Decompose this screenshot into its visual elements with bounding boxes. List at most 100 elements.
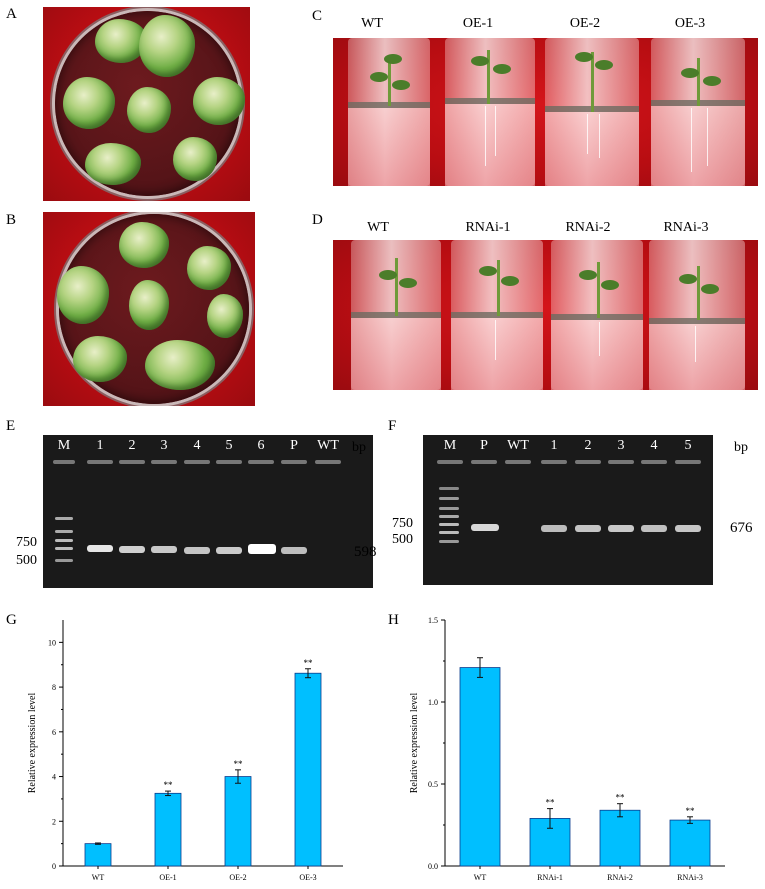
y-tick-label: 8 [52, 683, 56, 692]
gel-lane-label: P [290, 438, 298, 453]
ladder-band [439, 540, 459, 543]
plant-leaf [703, 76, 721, 86]
plant-leaf [379, 270, 397, 280]
gel-band [87, 545, 113, 552]
x-tick-label: OE-1 [159, 873, 176, 882]
marker-500-e: 500 [16, 553, 37, 568]
plant-root [495, 106, 496, 156]
panel-label-c: C [312, 8, 323, 24]
agar-medium [451, 318, 543, 390]
gel-lane-label: 2 [128, 438, 136, 453]
panel-label-b: B [6, 212, 17, 228]
photo-petri-dish-a [43, 7, 250, 201]
band-size-f: 676 [730, 520, 753, 536]
callus [193, 77, 245, 125]
significance-label: ** [234, 759, 244, 769]
gel-well [248, 460, 274, 464]
bar [294, 672, 322, 867]
gel-well [216, 460, 242, 464]
gel-well [541, 460, 567, 464]
culture-tube [348, 38, 430, 186]
agar-medium [545, 112, 639, 186]
gel-well [281, 460, 307, 464]
lane-label-d-3: RNAi-3 [663, 220, 709, 235]
gel-well [608, 460, 634, 464]
culture-tube [649, 240, 745, 390]
ladder-band [439, 523, 459, 526]
callus [127, 87, 171, 133]
panel-label-d: D [312, 212, 323, 228]
significance-label: ** [304, 658, 314, 668]
y-tick-label: 6 [52, 728, 56, 737]
gel-unit-e: bp [352, 440, 366, 455]
plant-leaf [370, 72, 388, 82]
agar-medium [651, 106, 745, 186]
agar-medium [551, 320, 643, 390]
gel-well [119, 460, 145, 464]
bar [599, 809, 641, 867]
ladder-band [55, 517, 73, 520]
plant-leaf [681, 68, 699, 78]
gel-band [608, 525, 634, 532]
culture-tube [445, 38, 535, 186]
lane-label-d-1: RNAi-1 [465, 220, 511, 235]
lane-label-c-1: OE-1 [462, 16, 494, 31]
plant-stem [597, 262, 600, 318]
plant-root [599, 114, 600, 158]
x-tick-label: RNAi-2 [607, 873, 633, 882]
gel-band [151, 546, 177, 553]
gel-lane-label: 6 [257, 438, 265, 453]
gel-lane-label: M [443, 438, 457, 453]
gel-lane-label: 5 [684, 438, 692, 453]
gel-lane-label: P [480, 438, 488, 453]
y-tick-label: 0.5 [428, 780, 438, 789]
plant-leaf [399, 278, 417, 288]
ladder-band [55, 539, 73, 542]
panel-label-h: H [388, 612, 399, 628]
gel-well [53, 460, 75, 464]
callus [73, 336, 127, 382]
significance-label: ** [686, 806, 696, 816]
gel-well [437, 460, 463, 464]
plant-leaf [595, 60, 613, 70]
gel-band [471, 524, 499, 531]
callus [57, 266, 109, 324]
gel-lane-label: 1 [96, 438, 104, 453]
plant-leaf [471, 56, 489, 66]
significance-label: ** [616, 793, 626, 803]
y-tick-label: 0.0 [428, 862, 438, 871]
tube-band [649, 318, 745, 324]
plant-root [707, 108, 708, 166]
plant-leaf [701, 284, 719, 294]
callus [207, 294, 243, 338]
bar-chart-g: 0 2 4 6 8 10 Relative expression level WT OE-1 **… [27, 620, 343, 882]
ladder-band [439, 487, 459, 490]
plant-stem [388, 56, 391, 106]
plant-leaf [575, 52, 593, 62]
marker-750-f: 750 [392, 516, 413, 531]
y-tick-label: 2 [52, 817, 56, 826]
plant-leaf [392, 80, 410, 90]
plant-stem [697, 58, 700, 106]
bar [459, 667, 501, 867]
plant-leaf [479, 266, 497, 276]
y-axis-label: Relative expression level [27, 693, 38, 794]
agar-medium [649, 324, 745, 390]
plant-leaf [384, 54, 402, 64]
significance-label: ** [546, 798, 556, 808]
gel-lane-label: 5 [225, 438, 233, 453]
agar-medium [351, 318, 441, 390]
plant-root [495, 320, 496, 360]
x-tick-label: RNAi-3 [677, 873, 703, 882]
gel-well [575, 460, 601, 464]
bar [84, 843, 112, 867]
gel-image-f: M P WT 1 2 3 4 5 [423, 435, 713, 585]
plant-leaf [679, 274, 697, 284]
plant-leaf [493, 64, 511, 74]
ladder-band [439, 515, 459, 518]
gel-image-e: M 1 2 3 4 5 6 P WT [43, 435, 373, 588]
callus [63, 77, 115, 129]
y-tick-label: 4 [52, 773, 56, 782]
culture-tube [451, 240, 543, 390]
callus [95, 19, 147, 63]
